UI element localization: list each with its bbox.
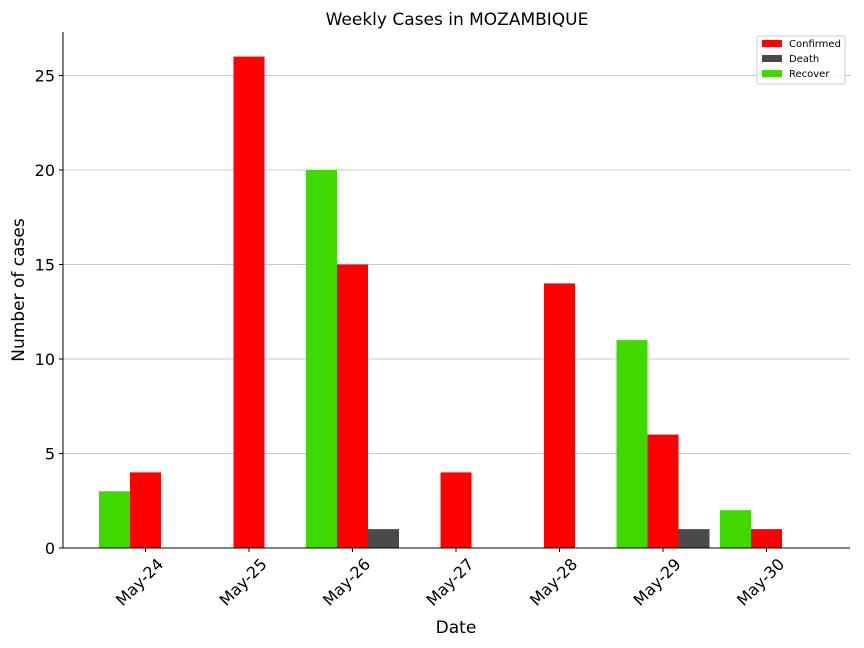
y-tick-label: 0 [45,539,55,558]
bar-confirmed [440,472,472,548]
bar-confirmed [130,472,161,548]
bar-recover [99,491,130,548]
x-tick-label: May-26 [319,555,374,610]
bar-death [678,529,710,548]
x-axis-title: Date [436,618,477,638]
legend-swatch-confirmed [762,40,782,47]
y-tick-label: 10 [35,350,55,369]
bar-confirmed [337,264,368,548]
bar-confirmed [233,56,265,548]
bar-confirmed [544,283,575,548]
y-tick-label: 20 [35,161,55,180]
bar-recover [616,340,648,548]
x-tick-label: May-24 [112,555,167,610]
y-tick-label: 25 [35,66,55,85]
x-tick-label: May-29 [630,555,685,610]
x-tick-label: May-27 [423,555,478,610]
legend: Confirmed Death Recover [756,35,846,85]
gridlines [63,74,850,454]
x-tick-label: May-30 [733,555,788,610]
bar-confirmed [647,434,679,548]
y-axis-title: Number of cases [9,218,29,362]
bar-confirmed [751,529,782,548]
bar-death [368,529,399,548]
y-tick-label: 15 [35,255,55,274]
legend-label-recover: Recover [789,69,830,80]
x-tick-label: May-28 [526,555,581,610]
legend-label-confirmed: Confirmed [789,39,841,50]
legend-swatch-recover [762,70,782,77]
bars [99,56,782,548]
bar-recover [306,169,337,548]
legend-swatch-death [762,55,782,62]
chart-title: Weekly Cases in MOZAMBIQUE [326,10,589,30]
bar-recover [720,510,751,548]
y-tick-label: 5 [45,444,55,463]
legend-label-death: Death [789,54,819,65]
x-tick-label: May-25 [216,555,271,610]
axes [59,32,850,552]
